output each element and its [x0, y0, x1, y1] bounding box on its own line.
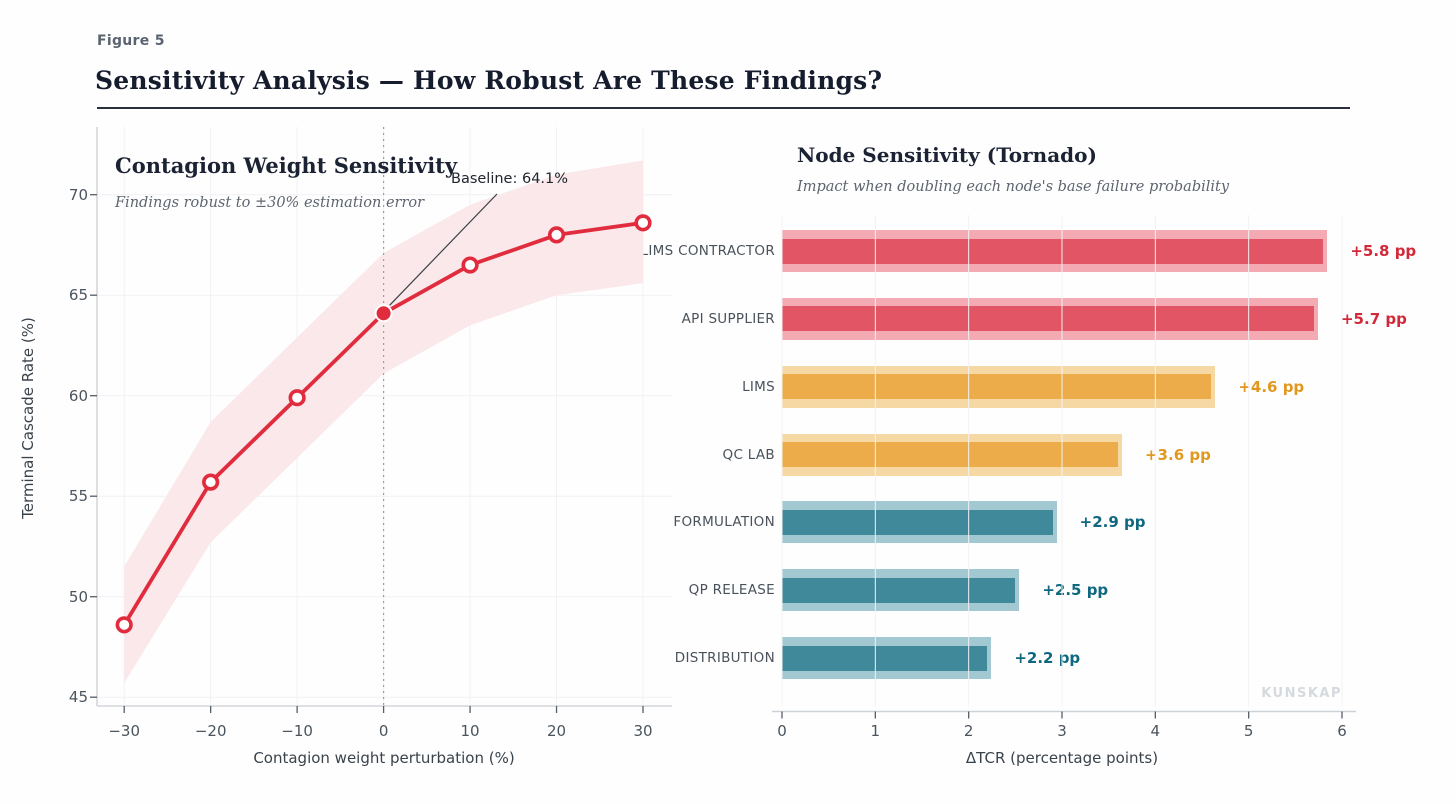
watermark: KUNSKAP [1261, 686, 1342, 701]
figure-title: Sensitivity Analysis — How Robust Are Th… [95, 66, 883, 95]
line-chart-title: Contagion Weight Sensitivity [115, 153, 458, 178]
bar-value-label: +2.5 pp [1042, 581, 1109, 600]
bar [782, 374, 1212, 400]
bar [782, 509, 1053, 535]
bar-value-label: +5.7 pp [1340, 309, 1407, 328]
y-tick-label: 55 [68, 487, 88, 506]
x-tick-label: 20 [546, 722, 567, 740]
x-tick-label: 30 [633, 722, 653, 740]
data-point-marker [461, 256, 479, 274]
x-axis-label-right: ΔTCR (percentage points) [965, 749, 1159, 767]
bar-category-label: QC LAB [722, 446, 775, 463]
x-tick-label-right: 2 [963, 722, 974, 740]
bar-value-label: +3.6 pp [1144, 445, 1211, 464]
bar-chart-subtitle: Impact when doubling each node's base fa… [797, 179, 1230, 195]
bar [782, 238, 1324, 264]
x-tick-label-right: 3 [1057, 722, 1067, 740]
y-tick-label: 65 [68, 286, 88, 305]
data-point-marker [634, 214, 652, 232]
y-tick-label: 50 [68, 587, 88, 606]
bar-value-label: +5.8 pp [1350, 242, 1417, 260]
baseline-marker [374, 304, 393, 323]
data-point-marker [288, 389, 306, 407]
x-tick-label: −20 [194, 722, 227, 740]
data-point-marker [547, 226, 566, 244]
bar-category-label: DISTRIBUTION [674, 650, 775, 667]
bar [782, 645, 988, 671]
baseline-annotation: Baseline: 64.1% [451, 171, 569, 187]
data-point-marker [115, 616, 133, 634]
figure-label: Figure 5 [97, 33, 165, 49]
y-tick-label: 45 [68, 688, 88, 707]
title-rule [97, 107, 1350, 109]
x-tick-label-right: 1 [870, 722, 881, 740]
x-tick-label-right: 6 [1337, 722, 1347, 740]
bar-category-label: FORMULATION [673, 514, 775, 531]
y-tick-label: 60 [68, 386, 88, 405]
x-tick-label: 0 [378, 722, 389, 740]
bar [782, 306, 1314, 332]
bar-value-label: +2.2 pp [1014, 649, 1081, 668]
data-point-marker [202, 473, 220, 491]
x-tick-label: −30 [108, 722, 141, 740]
line-chart-subtitle: Findings robust to ±30% estimation error [115, 195, 425, 211]
x-axis-label-left: Contagion weight perturbation (%) [253, 749, 515, 767]
bar-chart-title: Node Sensitivity (Tornado) [797, 143, 1097, 167]
bar-value-label: +2.9 pp [1079, 513, 1146, 532]
x-tick-label-right: 4 [1150, 722, 1161, 740]
annotation-leader-line [389, 193, 498, 306]
bar [782, 577, 1016, 603]
y-axis-label: Terminal Cascade Rate (%) [19, 317, 37, 519]
bar-value-label: +4.6 pp [1238, 377, 1305, 396]
bar-category-label: API SUPPLIER [681, 310, 775, 327]
x-tick-label: 10 [460, 722, 480, 740]
x-tick-label-right: 0 [777, 722, 787, 740]
confidence-band [124, 160, 644, 684]
x-tick-label: −10 [281, 722, 313, 740]
bar-category-label: LIMS [742, 378, 775, 395]
bar-category-label: LIMS CONTRACTOR [640, 243, 775, 259]
y-tick-label: 70 [68, 185, 88, 204]
x-tick-label-right: 5 [1243, 722, 1254, 740]
bar-category-label: QP RELEASE [688, 582, 775, 599]
